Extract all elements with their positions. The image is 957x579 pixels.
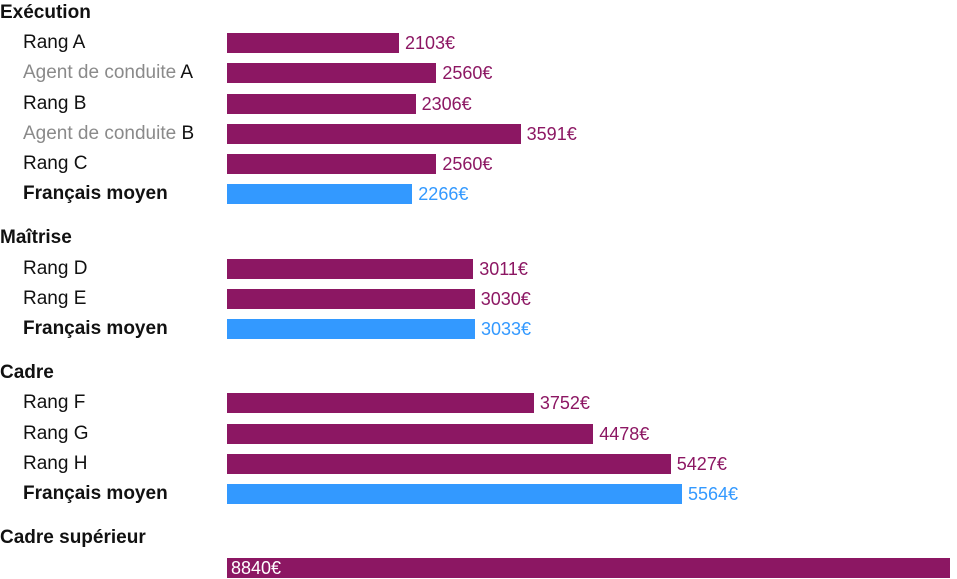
row-label-text: Rang E	[23, 287, 87, 309]
value-label: 2306€	[421, 93, 472, 114]
value-label: 2560€	[442, 63, 493, 84]
value-label: 5564€	[688, 484, 739, 504]
rank-bar	[227, 93, 416, 114]
row-label: Français moyen	[23, 483, 168, 505]
row-label-prefix: Agent de conduite	[23, 122, 177, 144]
row-label: Français moyen	[23, 183, 168, 205]
row-label: Rang H	[23, 453, 87, 475]
average-bar	[227, 319, 476, 339]
row-label: Rang G	[23, 423, 88, 445]
group-title: Cadre	[0, 362, 54, 384]
row-label: Rang D	[23, 258, 87, 280]
average-bar	[227, 184, 413, 205]
value-label: 2266€	[418, 184, 469, 205]
rank-bar	[227, 558, 950, 579]
rank-bar	[227, 258, 474, 279]
average-bar	[227, 484, 682, 504]
row-label: Rang B	[23, 93, 86, 115]
row-label: Rang F	[23, 392, 85, 414]
row-label-text: A	[180, 62, 194, 84]
value-label: 3752€	[539, 393, 590, 414]
group-title: Maîtrise	[0, 227, 72, 249]
rank-bar	[227, 288, 475, 309]
value-label: 2560€	[442, 154, 493, 174]
rank-bar	[227, 453, 671, 474]
value-label: 3033€	[481, 319, 532, 339]
rank-bar	[227, 393, 534, 414]
row-label-text: Rang H	[23, 452, 88, 474]
value-label: 8840€	[231, 558, 282, 579]
value-label: 2103€	[404, 33, 456, 54]
group-title: Cadre supérieur	[0, 527, 146, 549]
row-label: Agent de conduite B	[23, 123, 194, 145]
row-label-prefix: Agent de conduite	[23, 62, 177, 84]
row-label-text: Français moyen	[23, 183, 168, 205]
row-label-text: Rang F	[23, 392, 86, 414]
value-label: 4478€	[599, 423, 650, 444]
value-label: 5427€	[676, 453, 727, 474]
rank-bar	[227, 123, 521, 144]
row-label-text: Français moyen	[23, 318, 168, 339]
row-label: Français moyen	[23, 318, 168, 340]
value-label: 3011€	[479, 258, 528, 279]
value-label: 3591€	[526, 123, 577, 144]
group-title: Exécution	[0, 2, 91, 23]
row-label: Rang E	[23, 288, 86, 310]
row-label-text: Rang B	[23, 92, 87, 114]
rank-bar	[227, 154, 437, 174]
row-label-text: Français moyen	[23, 483, 168, 504]
row-label-text: Rang C	[23, 153, 88, 174]
row-label-text: Rang A	[23, 32, 86, 54]
row-label: Agent de conduite A	[23, 62, 193, 84]
rank-bar	[227, 423, 594, 444]
row-label: Rang A	[23, 32, 85, 54]
row-label-text: B	[181, 122, 195, 144]
rank-bar	[227, 63, 437, 84]
rank-bar	[227, 33, 399, 54]
value-label: 3030€	[480, 288, 531, 309]
row-label-text: Rang G	[23, 422, 89, 444]
row-label: Rang C	[23, 153, 87, 175]
row-label-text: Rang D	[23, 257, 88, 279]
